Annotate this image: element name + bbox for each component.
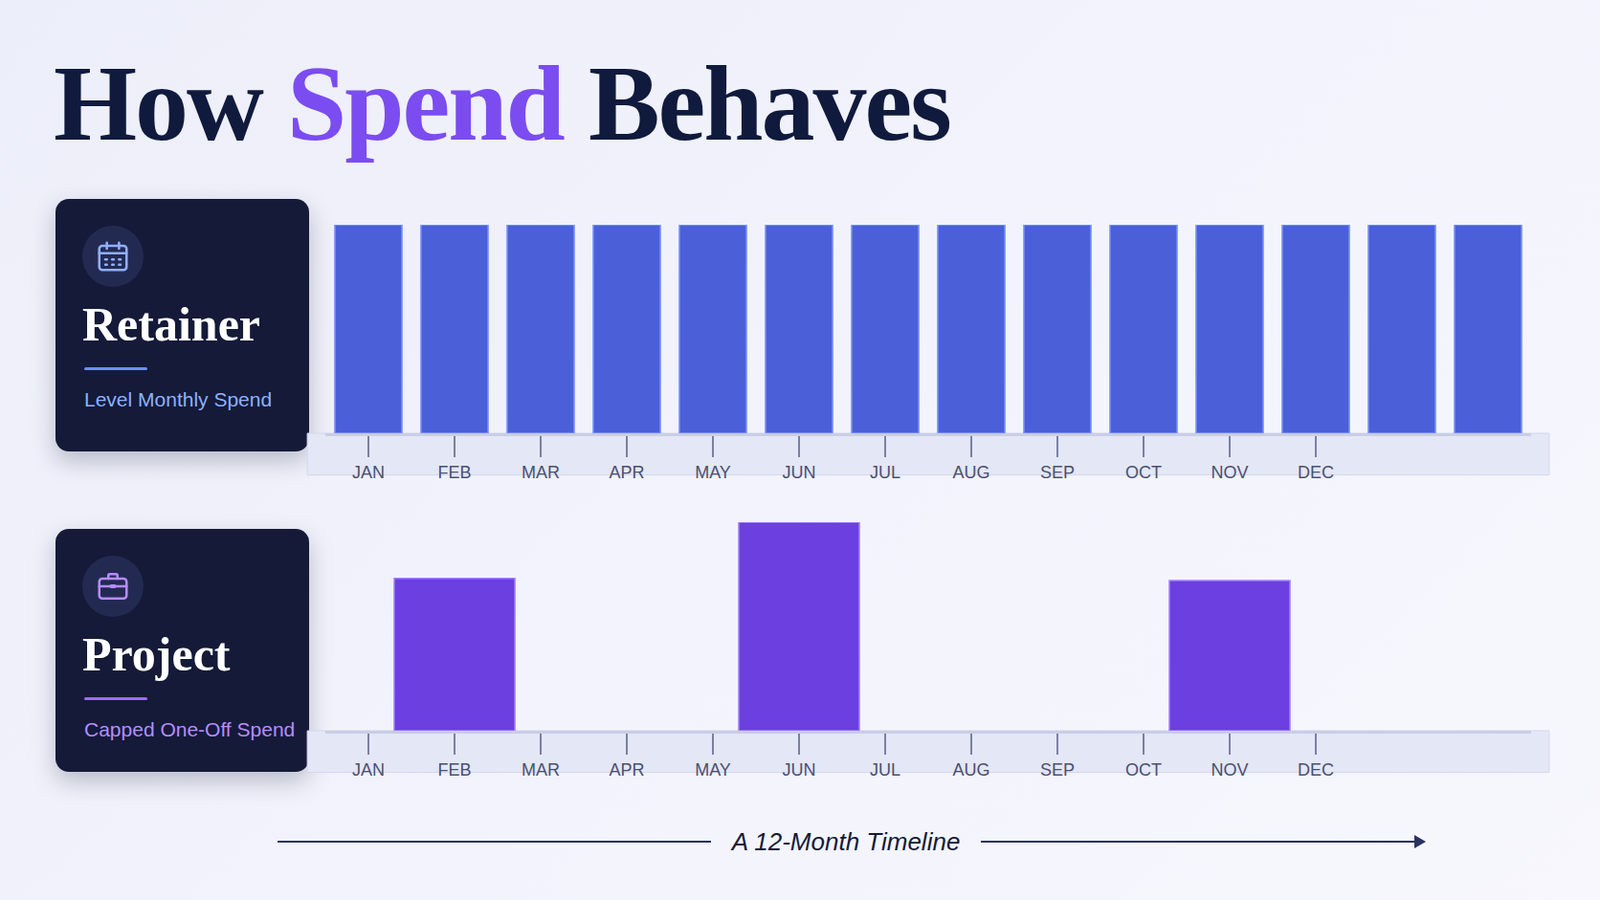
svg-text:MAR: MAR	[521, 463, 560, 483]
svg-text:AUG: AUG	[952, 760, 990, 780]
svg-text:NOV: NOV	[1210, 463, 1248, 483]
svg-text:FEB: FEB	[437, 760, 471, 780]
svg-text:JUL: JUL	[869, 463, 901, 483]
html-text:Level Monthly Spend: Level Monthly Spend	[84, 388, 272, 411]
html-text:A 12-Month Timeline: A 12-Month Timeline	[731, 827, 961, 856]
svg-text:MAR: MAR	[521, 760, 560, 780]
svg-text:SEP: SEP	[1040, 760, 1075, 780]
svg-text:MAY: MAY	[694, 463, 732, 483]
html-text:Retainer: Retainer	[82, 297, 261, 352]
svg-text:NOV: NOV	[1210, 760, 1248, 780]
svg-text:MAY: MAY	[694, 760, 732, 780]
svg-text:FEB: FEB	[437, 463, 471, 483]
svg-text:SEP: SEP	[1040, 463, 1075, 483]
svg-text:OCT: OCT	[1125, 760, 1162, 780]
svg-text:JUN: JUN	[782, 463, 817, 483]
svg-text:APR: APR	[608, 463, 645, 483]
svg-text:JUN: JUN	[782, 760, 817, 780]
svg-text:AUG: AUG	[952, 463, 990, 483]
svg-text:APR: APR	[608, 760, 645, 780]
html-text:Capped One-Off Spend: Capped One-Off Spend	[84, 718, 296, 741]
html-text:Project: Project	[82, 627, 231, 682]
svg-text:OCT: OCT	[1125, 463, 1162, 483]
svg-text:JAN: JAN	[352, 760, 385, 780]
html-text:How Spend Behaves: How Spend Behaves	[53, 44, 951, 163]
svg-text:DEC: DEC	[1297, 463, 1334, 483]
svg-text:JUL: JUL	[869, 760, 901, 780]
svg-text:DEC: DEC	[1297, 760, 1334, 780]
svg-text:JAN: JAN	[352, 463, 385, 483]
